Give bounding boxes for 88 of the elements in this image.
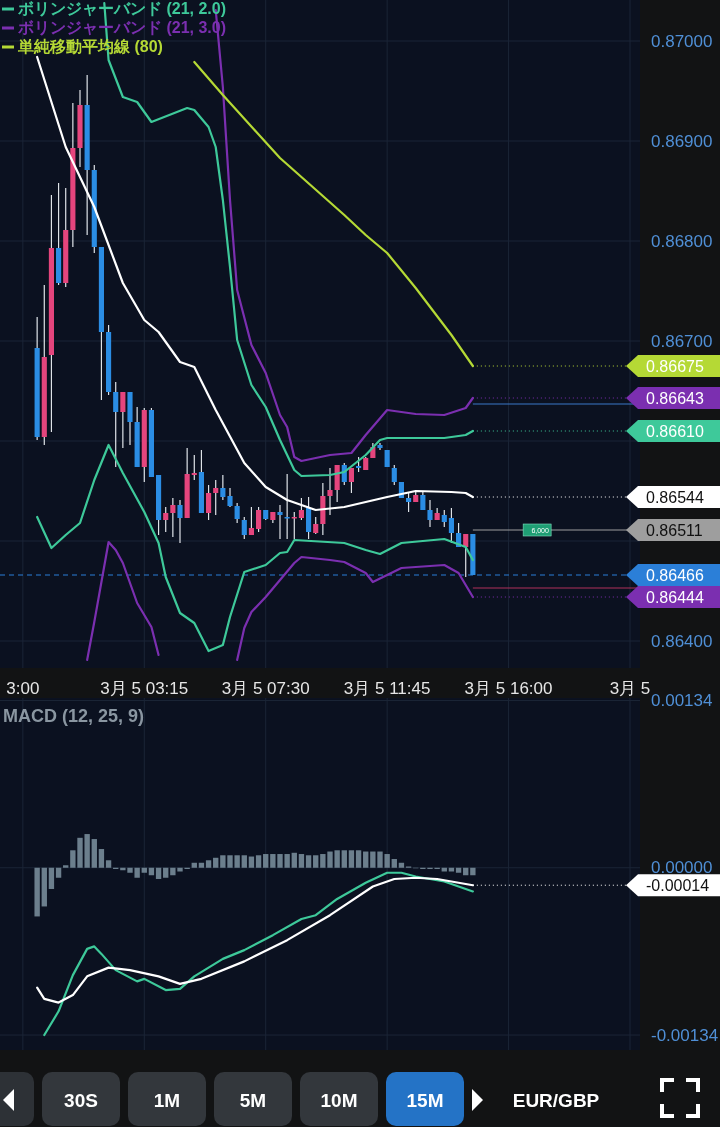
- x-tick-label: 3月 5 11:45: [343, 679, 431, 698]
- y-tick-label: 0.87000: [651, 31, 713, 51]
- candlestick: [120, 391, 126, 449]
- bar: [163, 867, 169, 878]
- bar: [98, 849, 105, 868]
- y-tick-label: 0.00134: [651, 691, 713, 710]
- bar: [105, 860, 112, 868]
- bar: [448, 867, 455, 872]
- bar: [363, 851, 369, 868]
- candlestick: [227, 487, 233, 508]
- bar: [55, 867, 62, 878]
- bar: [470, 867, 476, 876]
- candlestick: [284, 473, 290, 540]
- bar: [255, 855, 262, 868]
- bar: [205, 860, 212, 868]
- candlestick: [206, 484, 212, 521]
- bar: [63, 865, 69, 868]
- y-tick-label: 0.00000: [651, 858, 713, 878]
- x-tick-label: 3月 5 03:15: [100, 679, 189, 698]
- ref-line-label: 0.86675: [646, 357, 704, 375]
- x-tick-label: 3月 5 07:30: [221, 679, 310, 698]
- candlestick: [298, 497, 304, 521]
- x-tick-label: 3月 5: [609, 679, 651, 698]
- ref-line-label: -0.00014: [646, 876, 710, 894]
- text: EUR/GBP: [512, 1089, 600, 1111]
- bar: [198, 862, 205, 868]
- bar: [341, 850, 347, 868]
- candlestick: [427, 499, 433, 528]
- candlestick: [306, 496, 312, 540]
- bar: [441, 867, 447, 872]
- bar: [34, 867, 40, 917]
- candlestick: [406, 492, 412, 513]
- bar: [298, 854, 305, 868]
- bar: [91, 839, 97, 868]
- bar: [348, 850, 355, 868]
- candlestick: [291, 511, 297, 540]
- text: 30S: [64, 1089, 98, 1111]
- candlestick: [213, 479, 219, 516]
- text: 5M: [239, 1089, 267, 1111]
- candlestick: [177, 499, 183, 544]
- bar: [155, 867, 162, 879]
- candlestick: [220, 474, 226, 501]
- ref-line-label: 0.86466: [646, 566, 704, 584]
- candlestick: [241, 516, 247, 540]
- candlestick: [348, 467, 354, 494]
- candlestick: [377, 442, 383, 451]
- bar: [305, 855, 312, 868]
- ref-line-label: 0.86511: [646, 521, 703, 539]
- ref-line-label: 0.86643: [646, 389, 704, 407]
- candlestick: [170, 497, 176, 538]
- candlestick: [391, 464, 397, 486]
- bar: [248, 856, 255, 868]
- bar: [391, 859, 397, 868]
- bar: [141, 867, 147, 873]
- x-tick-label: 3:00: [6, 679, 40, 698]
- candlestick: [163, 506, 169, 533]
- candlestick: [248, 506, 254, 536]
- ref-line-label: 0.86444: [646, 588, 704, 606]
- bar: [313, 855, 319, 868]
- bar: [291, 852, 297, 868]
- bar: [191, 862, 197, 868]
- candlestick: [191, 454, 197, 481]
- bar: [355, 850, 362, 868]
- bar: [213, 857, 219, 868]
- candlestick: [113, 381, 119, 468]
- y-tick-label: 0.86900: [651, 131, 713, 151]
- ref-line-label: 0.86610: [646, 422, 704, 440]
- bar: [241, 855, 247, 868]
- x-tick-label: 3月 5 16:00: [464, 679, 553, 698]
- y-tick-label: -0.00134: [651, 1025, 719, 1045]
- candlestick: [448, 507, 454, 544]
- bar: [263, 854, 269, 868]
- text: 1M: [153, 1089, 181, 1111]
- bar: [455, 867, 462, 873]
- bar: [398, 862, 405, 868]
- y-tick-label: 0.86400: [651, 631, 713, 651]
- text: 15M: [406, 1089, 444, 1111]
- ref-line-label: 0.86544: [646, 488, 704, 506]
- candlestick: [277, 504, 283, 540]
- y-tick-label: 0.86700: [651, 331, 713, 351]
- chart-title: MACD (12, 25, 9): [3, 706, 145, 726]
- candlestick: [327, 467, 333, 516]
- bar: [41, 867, 47, 907]
- text: 10M: [320, 1089, 358, 1111]
- bar: [48, 867, 55, 889]
- candlestick: [256, 506, 262, 533]
- y-tick-label: 0.86800: [651, 231, 713, 251]
- candlestick: [234, 502, 240, 524]
